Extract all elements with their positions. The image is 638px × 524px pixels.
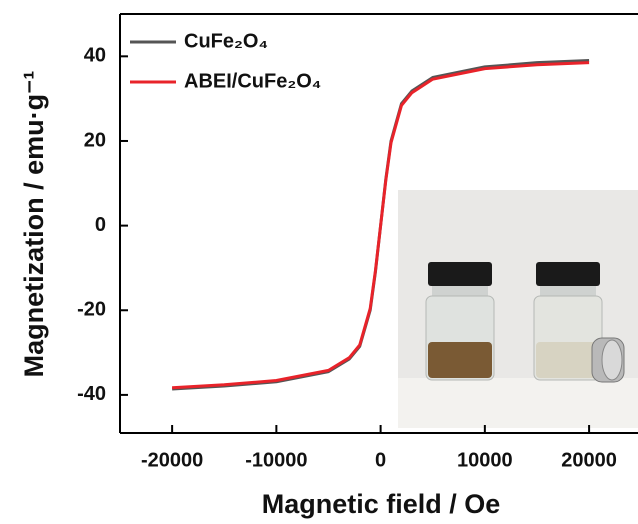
x-axis-title: Magnetic field / Oe bbox=[262, 489, 501, 519]
legend-label: CuFe₂O₄ bbox=[184, 30, 268, 52]
x-tick-label: 10000 bbox=[457, 449, 513, 471]
legend-label: ABEI/CuFe₂O₄ bbox=[184, 70, 321, 92]
chart: Magnetic field / Oe Magnetization / emu·… bbox=[0, 0, 638, 524]
y-tick-label: 20 bbox=[84, 129, 106, 151]
inset-photo bbox=[398, 190, 638, 428]
x-tick-label: 0 bbox=[375, 449, 386, 471]
y-tick-label: 40 bbox=[84, 45, 106, 67]
x-tick-label: -20000 bbox=[141, 449, 203, 471]
y-axis-title: Magnetization / emu·g⁻¹ bbox=[19, 71, 49, 378]
y-tick-label: -40 bbox=[77, 383, 106, 405]
y-tick-label: 0 bbox=[95, 214, 106, 236]
x-tick-label: -10000 bbox=[245, 449, 307, 471]
y-tick-label: -20 bbox=[77, 299, 106, 321]
x-tick-label: 20000 bbox=[561, 449, 617, 471]
